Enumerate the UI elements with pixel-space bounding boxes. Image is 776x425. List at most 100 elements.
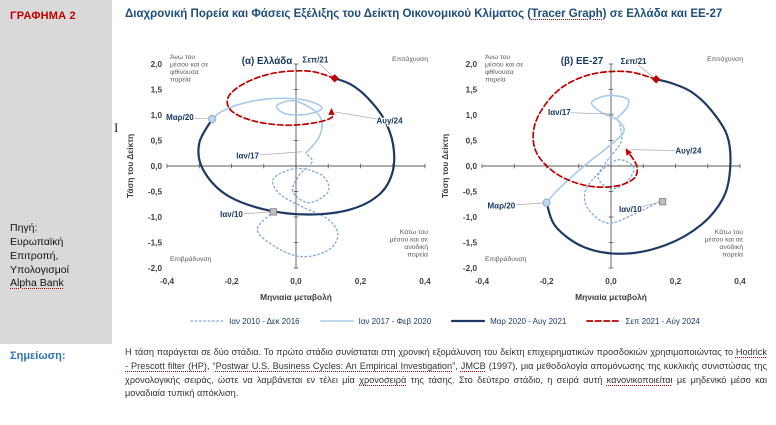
series-arrowhead: [328, 107, 335, 115]
x-axis-title: Μηνιαία μεταβολή: [260, 292, 332, 302]
text-segment: Hodrick - Prescott filter (HP): [125, 347, 767, 371]
leader-line: [179, 117, 213, 120]
x-tick-label: -0,4: [160, 277, 175, 286]
y-tick-label: 0,0: [151, 162, 163, 171]
y-tick-label: -2,0: [148, 264, 163, 273]
x-tick-label: -0,2: [224, 277, 239, 286]
data-label: Μαρ/20: [488, 201, 516, 210]
quadrant-label-top-left: Άνω του: [485, 54, 510, 61]
legend-swatch: [451, 319, 486, 323]
leader-line: [247, 151, 303, 157]
legend-item: Ιαν 2010 - Δεκ 2016: [190, 316, 300, 326]
quadrant-label-top-right: Επιτάχυνση: [392, 55, 428, 63]
legend-item: Ιαν 2017 - Φεβ 2020: [319, 316, 431, 326]
x-tick-label: -0,4: [475, 277, 490, 286]
marker-diamond: [330, 74, 339, 83]
legend-swatch: [319, 320, 354, 322]
note-text: Η τάση παράγεται σε δύο στάδια. Το πρώτο…: [125, 346, 767, 401]
y-tick-label: -0,5: [148, 187, 163, 196]
series-line-3: [226, 69, 336, 127]
y-tick-label: 1,0: [151, 111, 163, 120]
quadrant-label-top-left: μέσου και σε: [170, 61, 208, 69]
y-axis-title: Τάση του Δείκτη: [440, 134, 450, 198]
text-segment: , “: [206, 360, 216, 371]
quadrant-label-top-left: φθίνουσα: [485, 68, 514, 76]
series-line-2: [197, 77, 396, 216]
x-tick-label: 0,2: [670, 277, 682, 286]
x-tick-label: 0,0: [290, 277, 302, 286]
quadrant-label-bottom-right: πορεία: [722, 251, 743, 259]
quadrant-label-bottom-right: μέσου και σε: [705, 236, 743, 244]
y-tick-label: -1,0: [148, 213, 163, 222]
marker-diamond: [651, 75, 661, 84]
text-segment: JMCB: [460, 360, 486, 371]
quadrant-label-bottom-right: Κάτω του: [715, 228, 744, 236]
y-tick-label: 0,5: [466, 136, 478, 145]
y-tick-label: -1,5: [148, 238, 163, 247]
x-tick-label: 0,2: [355, 277, 367, 286]
note-label: Σημείωση:: [10, 350, 66, 362]
legend-label: Μαρ 2020 - Αυγ 2021: [490, 316, 567, 326]
text-segment: Διαχρονική Πορεία και Φάσεις Εξέλιξης το…: [125, 8, 532, 20]
leader-line: [315, 59, 335, 79]
quadrant-label-bottom-right: πορεία: [407, 251, 428, 259]
y-tick-label: 0,0: [466, 162, 478, 171]
legend-label: Ιαν 2010 - Δεκ 2016: [229, 316, 300, 326]
legend-item: Μαρ 2020 - Αυγ 2021: [451, 316, 566, 326]
quadrant-label-top-left: πορεία: [485, 76, 506, 84]
text-segment: ”,: [452, 360, 461, 371]
chart-greece: -0,4 -0,2 0,0 0,2 0,4 2,0 1,5 1,0 0,5 0,0 -0,5 -1,0…: [125, 54, 431, 302]
leader-line: [334, 111, 390, 122]
legend-swatch: [586, 320, 621, 322]
leader-line: [633, 61, 657, 80]
x-tick-label: 0,0: [605, 277, 617, 286]
text-segment: Postwar U.S. Business Cycles: An Empiric…: [215, 360, 453, 371]
figure-label: ΓΡΑΦΗΜΑ 2: [10, 10, 76, 22]
quadrant-label-top-left: Άνω του: [170, 54, 195, 61]
data-label: Ιαν/17: [548, 108, 571, 117]
panel-title: (α) Ελλάδα: [242, 56, 293, 67]
chart-eu27: -0,4 -0,2 0,0 0,2 0,4 2,0 1,5 1,0 0,5 0,0 -0,5 -1,0…: [440, 54, 746, 302]
y-tick-label: -0,5: [463, 187, 478, 196]
quadrant-label-bottom-right: Κάτω του: [400, 228, 429, 236]
y-tick-label: 2,0: [466, 60, 478, 69]
leader-line: [630, 201, 663, 210]
y-tick-label: 1,5: [151, 85, 163, 94]
y-axis-title: Τάση του Δείκτη: [125, 134, 135, 198]
text-segment: με μηδενικό μέσο και μοναδιαία τυπική απ…: [125, 374, 767, 399]
text-segment: (1997), μια μεθοδολογία απομόνωσης της κ…: [125, 360, 768, 385]
y-tick-label: -2,0: [463, 264, 478, 273]
data-label: Αυγ/24: [377, 117, 404, 126]
data-label: Μαρ/20: [166, 113, 194, 122]
x-tick-label: 0,4: [419, 277, 431, 286]
panel-title: (β) ΕΕ-27: [561, 56, 604, 67]
text-segment: ) σε Ελλάδα και ΕΕ-27: [602, 8, 723, 20]
leader-line: [559, 112, 615, 115]
data-label: Σεπ/21: [621, 57, 647, 66]
quadrant-label-top-left: μέσου και σε: [485, 61, 523, 69]
text-segment: Tracer Graph: [531, 8, 603, 20]
quadrant-label-top-left: πορεία: [170, 76, 191, 84]
y-tick-label: 1,5: [466, 85, 478, 94]
quadrant-label-bottom-right: ανοδική: [404, 244, 428, 251]
data-label: Αυγ/24: [675, 146, 702, 155]
marker-square: [269, 208, 278, 216]
quadrant-label-top-right: Επιτάχυνση: [707, 55, 743, 63]
legend-label: Σεπ 2021 - Αύγ 2024: [625, 316, 700, 326]
y-tick-label: 2,0: [151, 60, 163, 69]
x-tick-label: 0,4: [734, 277, 746, 286]
series-line-3: [532, 70, 658, 188]
data-label: Ιαν/10: [619, 205, 642, 214]
text-segment: κανονικοποιείται: [606, 374, 673, 385]
legend-swatch: [190, 320, 224, 322]
text-segment: Alpha Bank: [10, 277, 64, 290]
text-segment: Η τάση παράγεται σε δύο στάδια. Το πρώτο…: [125, 347, 736, 357]
leader-line: [231, 211, 274, 215]
series-line-0: [256, 152, 339, 258]
series-line-1: [211, 97, 323, 155]
marker-circle: [542, 198, 551, 207]
data-label: Ιαν/17: [236, 151, 259, 160]
y-tick-label: -1,0: [463, 213, 478, 222]
x-tick-label: -0,2: [539, 277, 554, 286]
